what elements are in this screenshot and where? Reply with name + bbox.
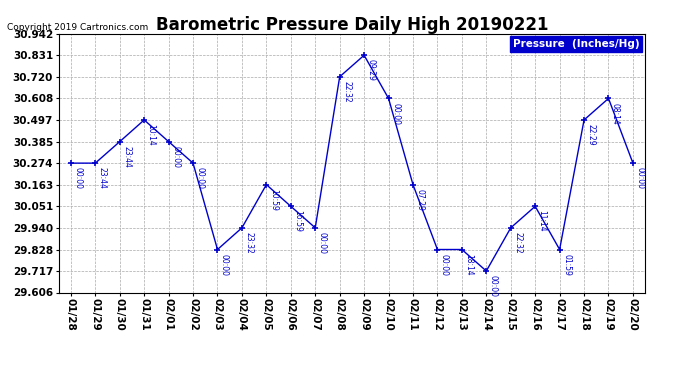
Text: 00:00: 00:00	[73, 167, 82, 189]
Text: 08:14: 08:14	[611, 103, 620, 125]
Text: 00:00: 00:00	[440, 254, 449, 276]
Text: 16:59: 16:59	[293, 210, 302, 232]
Text: Pressure  (Inches/Hg): Pressure (Inches/Hg)	[513, 39, 640, 49]
Text: 00:00: 00:00	[171, 146, 180, 168]
Text: Copyright 2019 Cartronics.com: Copyright 2019 Cartronics.com	[7, 22, 148, 32]
Text: 22:29: 22:29	[586, 124, 595, 146]
Text: 11:14: 11:14	[538, 210, 546, 232]
Text: 22:32: 22:32	[513, 232, 522, 254]
Text: 00:00: 00:00	[317, 232, 326, 254]
Text: 09:29: 09:29	[366, 59, 375, 81]
Text: 00:00: 00:00	[489, 275, 497, 297]
Text: 10:14: 10:14	[147, 124, 156, 146]
Text: 07:29: 07:29	[415, 189, 424, 211]
Text: 18:14: 18:14	[464, 254, 473, 275]
Text: 23:32: 23:32	[244, 232, 253, 254]
Text: 01:59: 01:59	[562, 254, 571, 276]
Text: 00:00: 00:00	[391, 103, 400, 125]
Text: 00:00: 00:00	[635, 167, 644, 189]
Text: 23:44: 23:44	[98, 167, 107, 189]
Text: 22:32: 22:32	[342, 81, 351, 102]
Text: 00:00: 00:00	[195, 167, 204, 189]
Text: 23:44: 23:44	[122, 146, 131, 168]
Text: 00:00: 00:00	[220, 254, 229, 276]
Text: 10:59: 10:59	[269, 189, 278, 211]
Title: Barometric Pressure Daily High 20190221: Barometric Pressure Daily High 20190221	[156, 16, 548, 34]
